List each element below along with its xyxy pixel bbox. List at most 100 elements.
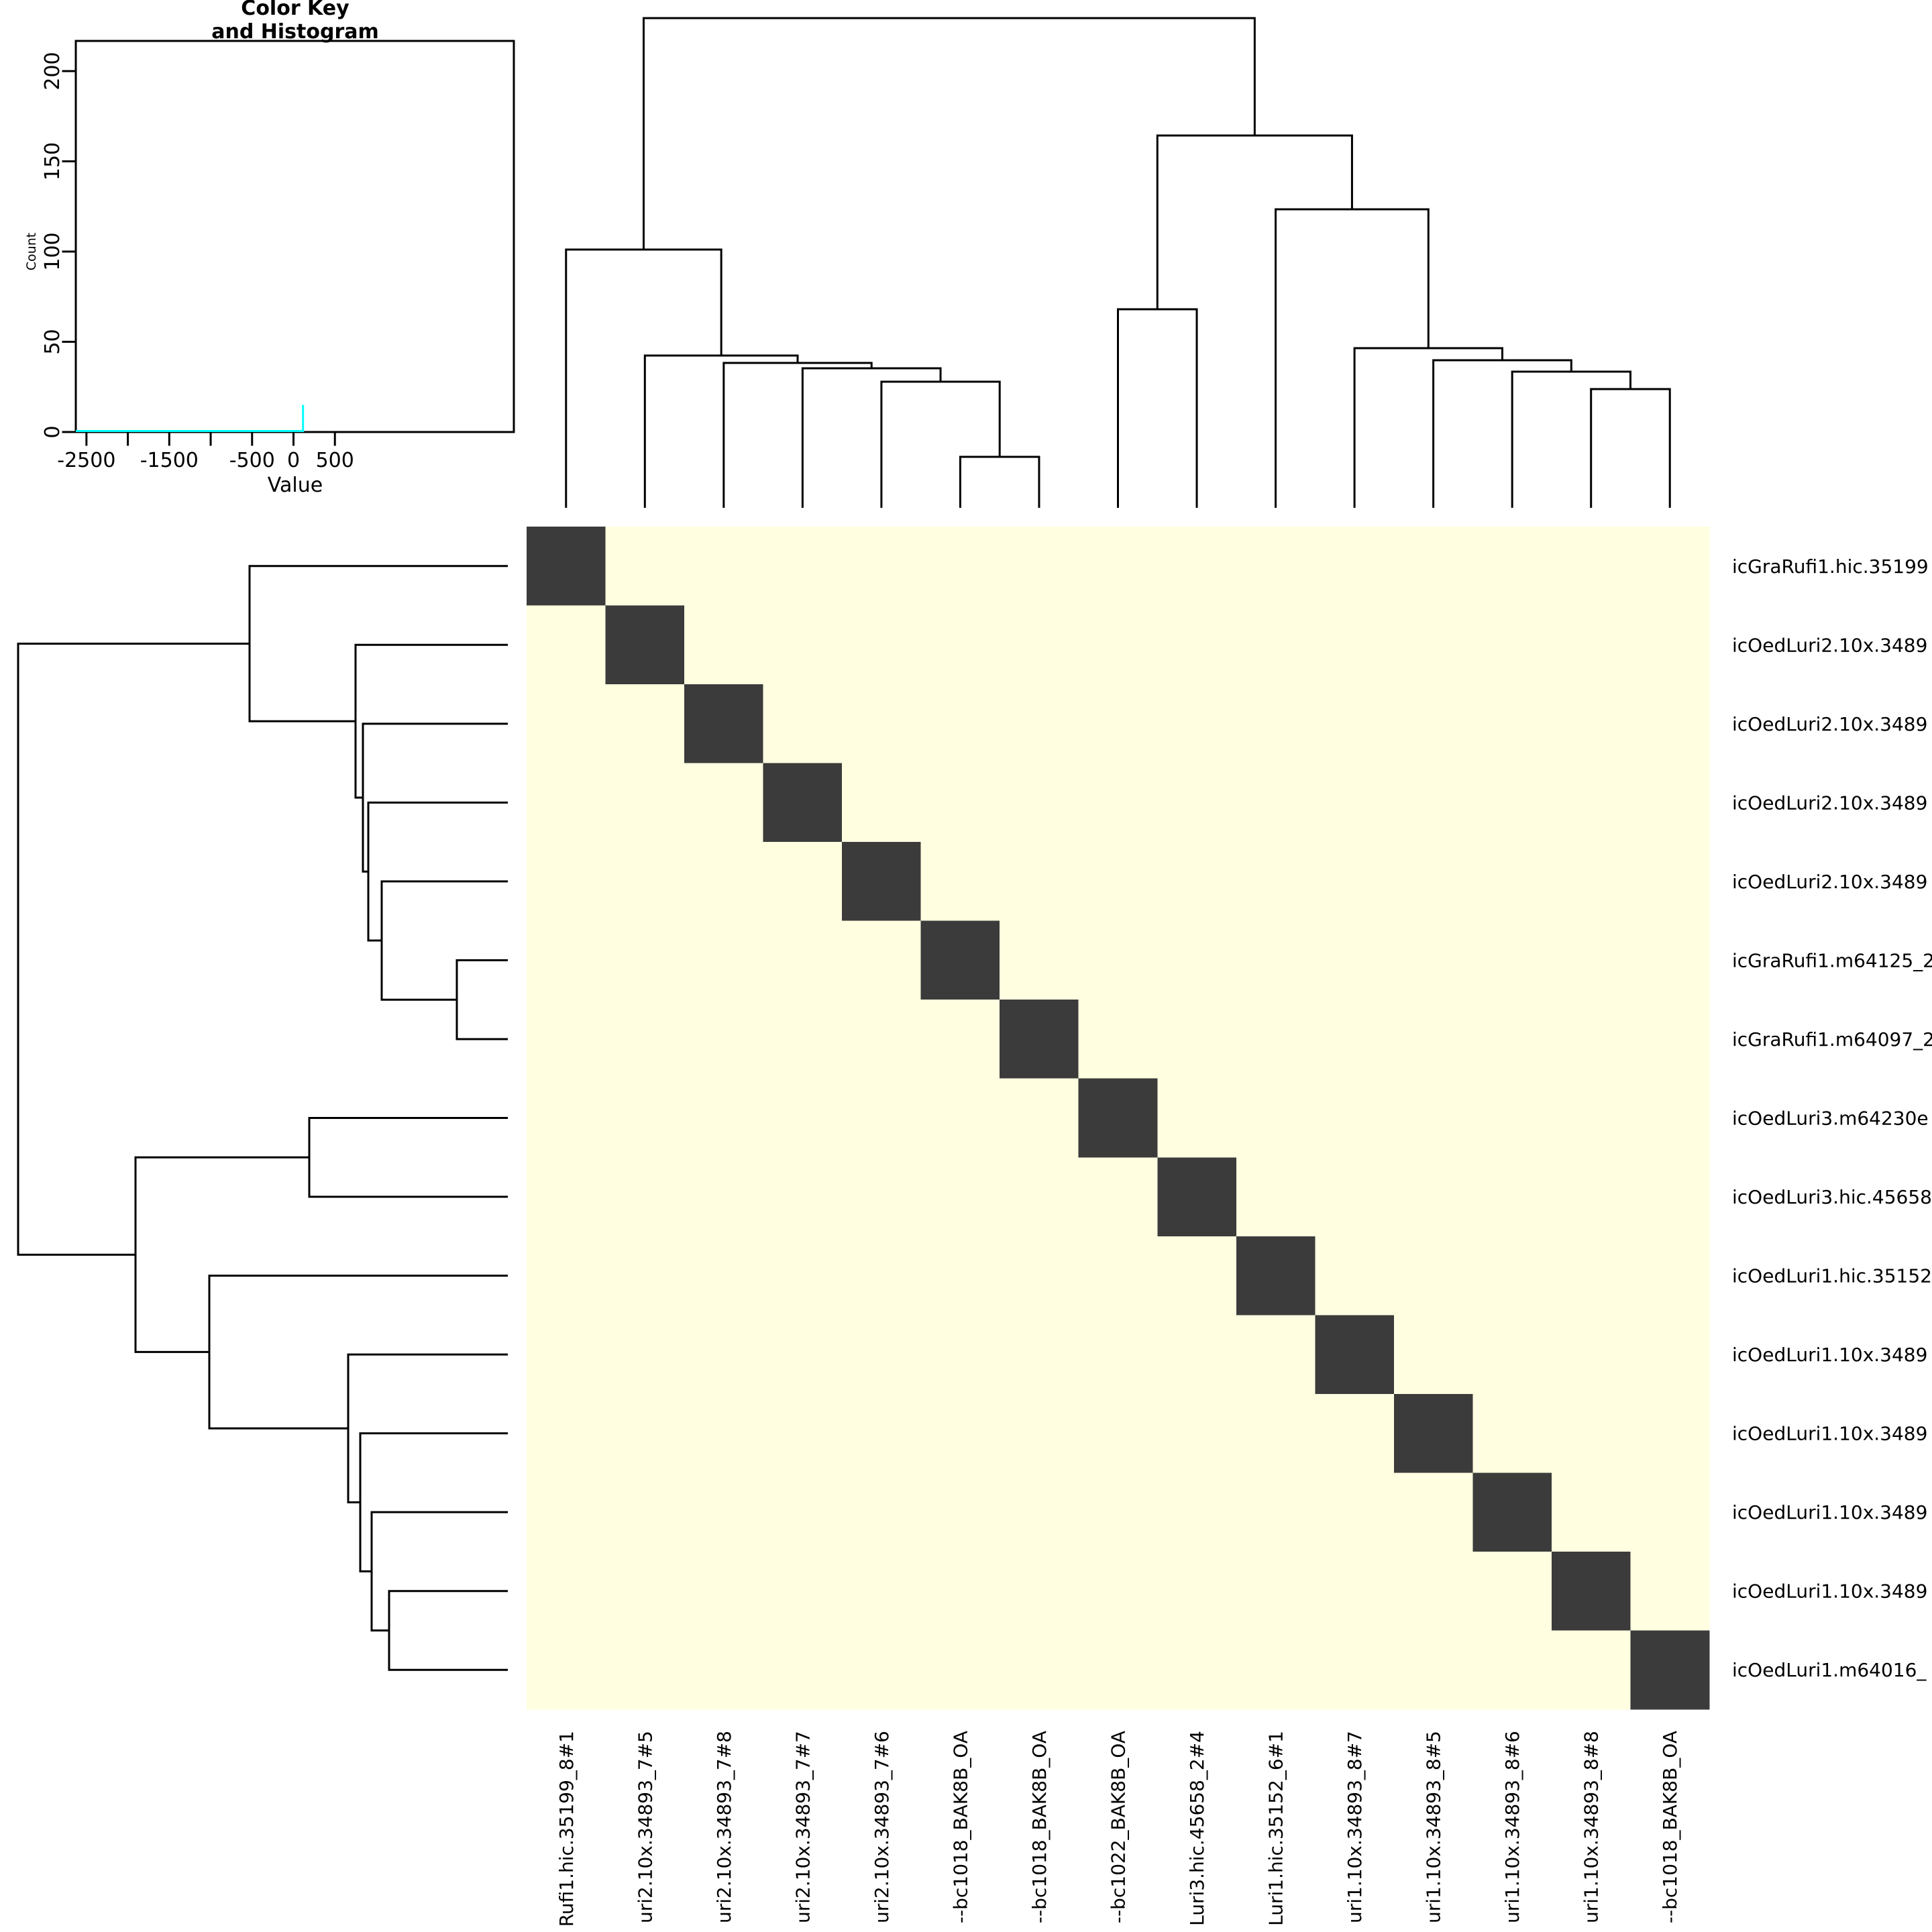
heatmap-cell: [1078, 763, 1158, 843]
heatmap-cell: [605, 842, 685, 922]
heatmap-cell: [1551, 763, 1631, 843]
heatmap-cell: [1000, 1157, 1079, 1237]
heatmap-cell: [1000, 1630, 1079, 1710]
row-dendrogram-link: [208, 1275, 508, 1430]
column-label: uri1.10x.34893_8#7: [1344, 1731, 1366, 1923]
heatmap-cell: [1551, 1630, 1631, 1710]
heatmap-cell: [1315, 1236, 1395, 1316]
heatmap-cell: [1315, 527, 1395, 606]
heatmap-cell: [1630, 527, 1710, 606]
heatmap-cell: [684, 1000, 764, 1079]
row-dendrogram-link: [362, 722, 508, 873]
row-label: icOedLuri1.10x.3489: [1732, 1344, 1927, 1366]
color-key-title-line2: and Histogram: [211, 20, 379, 44]
heatmap-cell: [1157, 1551, 1237, 1631]
heatmap-cell: [1157, 1157, 1237, 1237]
heatmap-cell: [1236, 920, 1316, 1000]
heatmap-cell: [1078, 1393, 1158, 1473]
row-dendrogram-link: [367, 801, 508, 942]
heatmap-cell: [1393, 605, 1473, 685]
heatmap-cell: [1157, 1000, 1237, 1079]
heatmap-cell: [1000, 763, 1079, 843]
color-key-box: [74, 40, 515, 433]
column-label: uri2.10x.34893_7#6: [871, 1731, 893, 1923]
x-axis-tick-label: -2500: [57, 449, 115, 472]
heatmap-cell: [605, 527, 685, 606]
heatmap-cell: [605, 1393, 685, 1473]
heatmap-cell: [527, 842, 606, 922]
heatmap-cell: [1630, 920, 1710, 1000]
heatmap-cell: [842, 1315, 922, 1395]
y-axis-tick-label: 0: [41, 425, 64, 438]
y-axis-tick-label: 200: [41, 52, 64, 90]
heatmap-cell: [1472, 1551, 1552, 1631]
heatmap-cell: [920, 763, 1000, 843]
heatmap-cell: [1236, 1630, 1316, 1710]
heatmap-cell: [1393, 842, 1473, 922]
heatmap-cell: [1630, 842, 1710, 922]
row-label: icGraRufi1.m64125_2: [1732, 949, 1932, 971]
column-dendrogram: [565, 17, 1671, 508]
heatmap-cell: [1157, 920, 1237, 1000]
row-dendrogram-link: [359, 1432, 508, 1572]
heatmap-cell: [684, 1630, 764, 1710]
heatmap-cell: [763, 1315, 843, 1395]
heatmap-cell: [527, 1078, 606, 1158]
x-axis-tick-label: 0: [287, 449, 300, 472]
heatmap-cell: [1630, 1393, 1710, 1473]
row-labels: icGraRufi1.hic.35199 icOedLuri2.10x.3489 i…: [1732, 555, 1932, 1681]
y-axis-tick-label: 50: [41, 329, 64, 354]
heatmap-cell: [1236, 1236, 1316, 1316]
heatmap-cell: [684, 1472, 764, 1552]
heatmap-cell: [920, 1551, 1000, 1631]
heatmap-cell: [842, 1078, 922, 1158]
column-labels: Rufi1.hic.35199_8#1 uri2.10x.34893_7#5 uri…: [555, 1731, 1681, 1927]
heatmap-cell: [1393, 1157, 1473, 1237]
color-key: -2500 -1500 -500 0 500 0 50 100 150 200 Color Keya…: [24, 0, 515, 497]
heatmap-cell: [527, 1000, 606, 1079]
column-label: Luri3.hic.45658_2#4: [1186, 1731, 1208, 1926]
heatmap-cell: [1472, 920, 1552, 1000]
heatmap-cell: [1236, 527, 1316, 606]
heatmap-cell: [1393, 1236, 1473, 1316]
heatmap-cell: [1472, 1236, 1552, 1316]
y-axis-tick-label: 150: [41, 142, 64, 180]
heatmap-cell: [527, 605, 606, 685]
heatmap-cell: [1393, 1393, 1473, 1473]
heatmap-cell: [1551, 842, 1631, 922]
row-label: icOedLuri1.hic.35152: [1732, 1265, 1932, 1287]
x-axis-tick-label: -500: [229, 449, 275, 472]
heatmap-cell: [605, 1078, 685, 1158]
heatmap-cell: [1472, 1393, 1552, 1473]
heatmap-cell: [1393, 1472, 1473, 1552]
column-label: --bc1022_BAK8B_OA: [1108, 1731, 1130, 1923]
heatmap-cell: [1630, 1000, 1710, 1079]
heatmap-cell: [1157, 605, 1237, 685]
row-dendrogram-link: [248, 565, 508, 722]
heatmap-cell: [1000, 1315, 1079, 1395]
heatmap-cell: [605, 1551, 685, 1631]
column-dendrogram-link: [722, 362, 873, 508]
column-dendrogram-link: [801, 367, 942, 508]
column-label: --bc1018_BAK8B_OA: [949, 1731, 971, 1923]
heatmap-cell: [1236, 1078, 1316, 1158]
column-label: --bc1018_BAK8B_OA: [1659, 1731, 1681, 1923]
row-label: icOedLuri1.10x.3489: [1732, 1501, 1927, 1523]
heatmap-cell: [1551, 1157, 1631, 1237]
heatmap-cell: [842, 1551, 922, 1631]
heatmap-cell: [763, 920, 843, 1000]
column-dendrogram-link: [643, 354, 799, 508]
heatmap-cell: [920, 527, 1000, 606]
column-label: --bc1018_BAK8B_OA: [1028, 1731, 1051, 1923]
heatmap-cell: [763, 605, 843, 685]
heatmap-cell: [842, 920, 922, 1000]
heatmap-cell: [763, 1551, 843, 1631]
heatmap-cell: [1157, 763, 1237, 843]
heatmap-cell: [920, 1236, 1000, 1316]
column-label: uri1.10x.34893_8#8: [1580, 1731, 1603, 1923]
heatmap-cell: [1078, 605, 1158, 685]
row-dendrogram-link: [308, 1117, 508, 1198]
heatmap-cell: [1078, 684, 1158, 764]
heatmap-cell: [842, 842, 922, 922]
